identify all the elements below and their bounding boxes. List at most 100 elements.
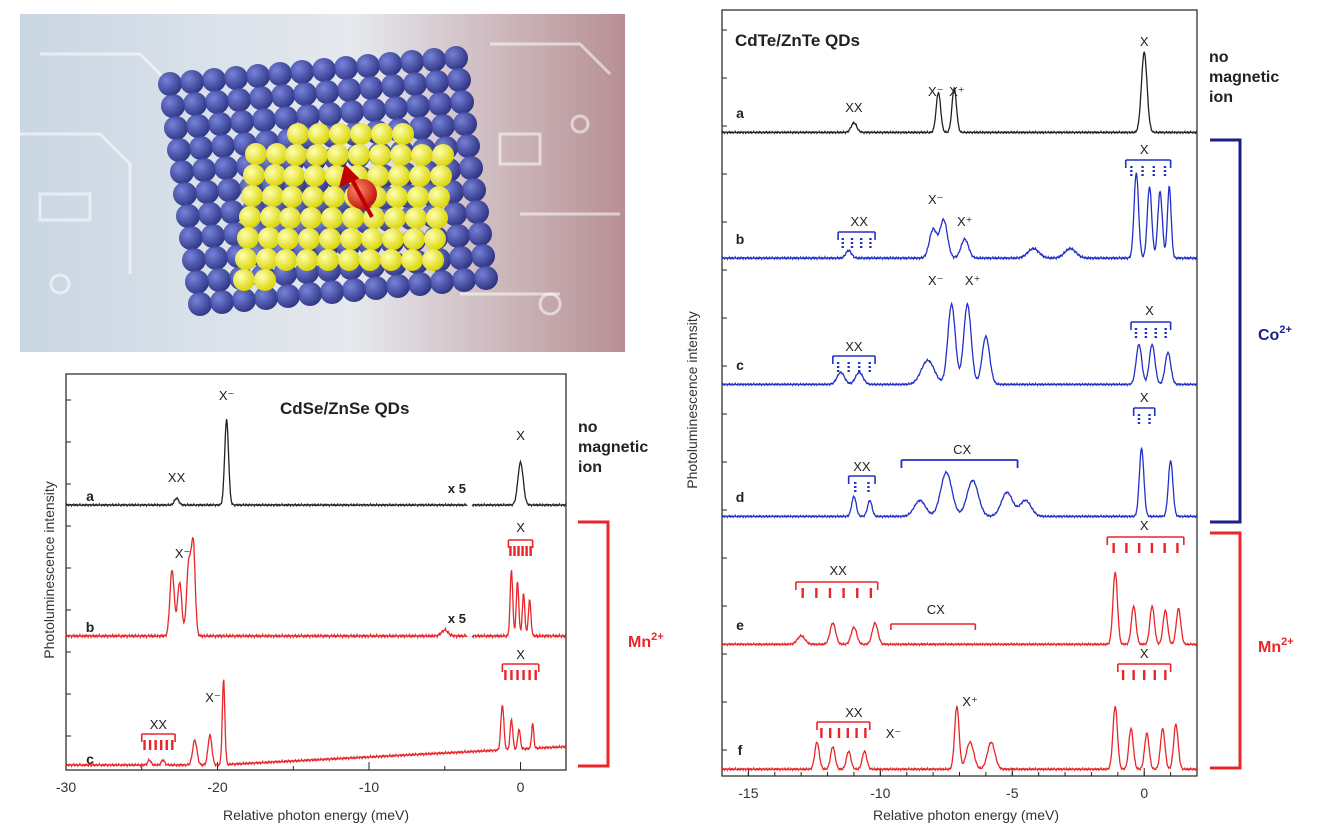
- core-atom: [304, 165, 326, 187]
- core-atom: [233, 269, 255, 291]
- shell-atom: [176, 204, 200, 228]
- quantum-dot-illustration: [20, 14, 625, 352]
- left-chart-title: CdSe/ZnSe QDs: [280, 399, 409, 418]
- right-a-xminus-label: X⁻: [928, 84, 944, 99]
- shell-atom: [211, 134, 235, 158]
- shell-atom: [195, 180, 219, 204]
- shell-atom: [364, 276, 388, 300]
- left-x-tick-label: 0: [517, 779, 525, 795]
- left-trace-label-b: b: [86, 619, 95, 635]
- core-atom: [430, 165, 452, 187]
- core-atom: [361, 228, 383, 250]
- shell-atom: [446, 224, 470, 248]
- shell-atom: [173, 182, 197, 206]
- right-co-label: Co2+: [1258, 324, 1292, 344]
- core-atom: [306, 144, 328, 166]
- core-atom: [283, 165, 305, 187]
- right-b-xminus-label: X⁻: [928, 192, 944, 207]
- right-c-xminus-label: X⁻: [928, 273, 944, 288]
- left-c-xminus-label: X⁻: [205, 690, 221, 705]
- left-b-x5-label: x 5: [448, 611, 466, 626]
- right-trace-d: [721, 446, 1198, 519]
- core-atom: [327, 144, 349, 166]
- left-trace-c: [65, 679, 567, 768]
- core-atom: [426, 207, 448, 229]
- right-e-cx-label: CX: [927, 602, 945, 617]
- core-atom: [428, 186, 450, 208]
- left-a-xminus-label: X⁻: [219, 388, 235, 403]
- left-trace-a: [65, 419, 567, 508]
- right-trace-b: [721, 172, 1198, 261]
- shell-atom: [185, 270, 209, 294]
- core-atom: [262, 185, 284, 207]
- shell-atom: [428, 92, 452, 116]
- right-c-xplus-label: X⁺: [965, 273, 981, 288]
- right-a-xx-label: XX: [845, 100, 863, 115]
- left-a-xx-label: XX: [168, 470, 186, 485]
- right-x-tick-label: -15: [738, 785, 758, 801]
- shell-atom: [315, 80, 339, 104]
- core-atom: [237, 227, 259, 249]
- shell-atom: [444, 46, 468, 70]
- right-co-bracket: [1210, 138, 1242, 524]
- shell-atom: [449, 246, 473, 270]
- core-atom: [258, 227, 280, 249]
- right-trace-label-e: e: [736, 617, 744, 633]
- core-atom: [239, 206, 261, 228]
- right-b-xplus-label: X⁺: [957, 214, 973, 229]
- core-atom: [405, 207, 427, 229]
- shell-atom: [453, 112, 477, 136]
- shell-atom: [192, 158, 216, 182]
- right-trace-c: [721, 301, 1198, 387]
- circuit-board-pattern: [20, 42, 620, 316]
- shell-atom: [452, 268, 476, 292]
- shell-atom: [425, 70, 449, 94]
- core-atom: [432, 144, 454, 166]
- right-trace-a: [721, 50, 1198, 135]
- shell-atom: [318, 102, 342, 126]
- shell-atom: [462, 178, 486, 202]
- core-atom: [285, 144, 307, 166]
- shell-atom: [334, 56, 358, 80]
- shell-atom: [274, 106, 298, 130]
- right-y-axis-label: Photoluminescence intensity: [684, 311, 700, 488]
- shell-atom: [188, 292, 212, 316]
- shell-atom: [298, 282, 322, 306]
- shell-atom: [271, 84, 295, 108]
- shell-atom: [443, 202, 467, 226]
- shell-atom: [312, 58, 336, 82]
- shell-atom: [207, 268, 231, 292]
- right-mn-bracket: [1210, 531, 1242, 770]
- left-mn-label: Mn2+: [628, 631, 664, 651]
- shell-atom: [337, 78, 361, 102]
- core-atom: [275, 249, 297, 271]
- core-atom: [256, 248, 278, 270]
- shell-atom: [296, 104, 320, 128]
- right-e-x-label: X: [1140, 518, 1149, 533]
- shell-atom: [450, 90, 474, 114]
- core-atom: [298, 228, 320, 250]
- core-atom: [411, 144, 433, 166]
- core-atom: [245, 143, 267, 165]
- shell-atom: [164, 116, 188, 140]
- core-atom: [329, 123, 351, 145]
- shell-atom: [422, 48, 446, 72]
- right-f-xplus-label: X⁺: [962, 694, 978, 709]
- core-atom: [392, 123, 414, 145]
- left-plot-frame: [65, 373, 567, 771]
- core-atom: [279, 207, 301, 229]
- core-atom: [382, 228, 404, 250]
- core-atom: [300, 207, 322, 229]
- core-atom: [243, 164, 265, 186]
- right-x-tick-label: -5: [1006, 785, 1019, 801]
- left-c-xx-label: XX: [150, 717, 168, 732]
- right-d-x-label: X: [1140, 390, 1149, 405]
- shell-atom: [230, 110, 254, 134]
- right-mn-label: Mn2+: [1258, 636, 1294, 656]
- shell-atom: [161, 94, 185, 118]
- core-atom: [348, 144, 370, 166]
- shell-atom: [431, 114, 455, 138]
- shell-atom: [210, 290, 234, 314]
- core-atom: [369, 144, 391, 166]
- shell-atom: [252, 108, 276, 132]
